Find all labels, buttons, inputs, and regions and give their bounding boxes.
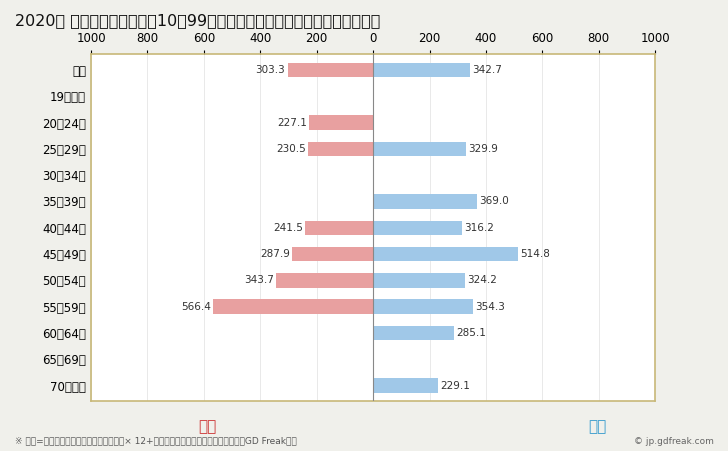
Text: 343.7: 343.7: [244, 276, 274, 285]
Text: 303.3: 303.3: [256, 65, 285, 75]
Text: 227.1: 227.1: [277, 118, 306, 128]
Bar: [373, 273, 464, 288]
Text: 354.3: 354.3: [475, 302, 505, 312]
Text: 241.5: 241.5: [273, 223, 303, 233]
Bar: [309, 115, 373, 130]
Bar: [308, 142, 373, 156]
Text: 566.4: 566.4: [181, 302, 211, 312]
Bar: [373, 142, 466, 156]
Text: 229.1: 229.1: [440, 381, 470, 391]
Bar: [373, 299, 473, 314]
Text: 2020年 民間企業（従業者数10〜99人）フルタイム労働者の男女別平均年収: 2020年 民間企業（従業者数10〜99人）フルタイム労働者の男女別平均年収: [15, 14, 380, 28]
Text: 285.1: 285.1: [456, 328, 486, 338]
Bar: [292, 247, 373, 261]
Text: 514.8: 514.8: [521, 249, 550, 259]
Text: 316.2: 316.2: [464, 223, 494, 233]
Bar: [305, 221, 373, 235]
Bar: [373, 63, 470, 77]
Bar: [373, 326, 454, 340]
Bar: [276, 273, 373, 288]
Text: 324.2: 324.2: [467, 276, 496, 285]
Bar: [373, 247, 518, 261]
Text: 342.7: 342.7: [472, 65, 502, 75]
Bar: [373, 378, 438, 393]
Text: 329.9: 329.9: [468, 144, 498, 154]
Text: 287.9: 287.9: [260, 249, 290, 259]
Text: 230.5: 230.5: [276, 144, 306, 154]
Bar: [213, 299, 373, 314]
Text: 女性: 女性: [198, 419, 217, 434]
Text: 男性: 男性: [587, 419, 606, 434]
Bar: [288, 63, 373, 77]
Bar: [373, 194, 477, 209]
Text: ※ 年収=「きまって支給する現金給与額」× 12+「年間賞与その他特別給与額」としてGD Freak推計: ※ 年収=「きまって支給する現金給与額」× 12+「年間賞与その他特別給与額」と…: [15, 437, 296, 446]
Text: © jp.gdfreak.com: © jp.gdfreak.com: [633, 437, 713, 446]
Bar: [373, 221, 462, 235]
Text: 369.0: 369.0: [480, 197, 509, 207]
